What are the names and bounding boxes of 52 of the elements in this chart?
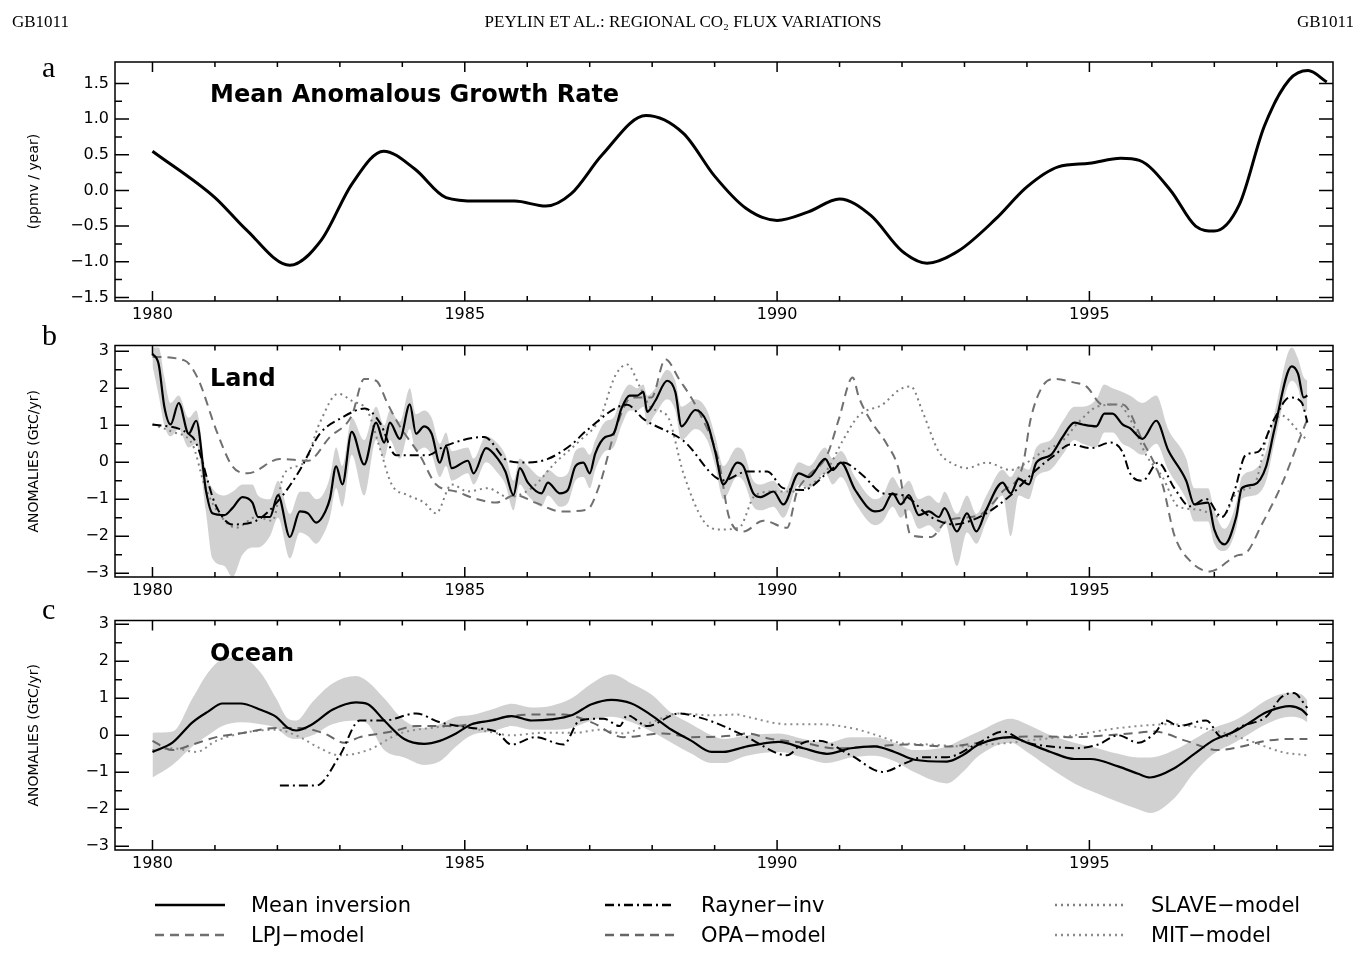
y-tick-label: −3 (85, 562, 109, 582)
y-tick-label: 1 (98, 687, 109, 707)
x-tick-label: 1990 (756, 852, 798, 872)
y-tick-label: −1 (85, 488, 109, 508)
legend-label: SLAVE−model (1151, 893, 1301, 917)
x-tick-label: 1980 (132, 579, 173, 599)
y-tick-label: 1 (98, 414, 109, 434)
text: c (42, 592, 56, 626)
y-tick-label: −0.5 (70, 215, 109, 235)
y-axis-title: ANOMALIES (GtC/yr) (25, 663, 42, 807)
x-tick-label: 1985 (444, 303, 486, 323)
y-tick-label: −1 (85, 761, 109, 781)
y-tick-label: 0.5 (83, 143, 109, 163)
x-tick-label: 1980 (132, 303, 173, 323)
y-tick-label: −1.0 (70, 250, 109, 270)
x-tick-label: 1990 (756, 579, 798, 599)
legend-label: MIT−model (1151, 923, 1272, 947)
text: GB1011 (1297, 12, 1354, 32)
text: b (42, 318, 57, 352)
text: GB1011 (12, 12, 69, 32)
y-tick-label: 3 (98, 340, 109, 360)
x-tick-label: 1995 (1069, 852, 1110, 872)
text: Ocean (210, 638, 295, 667)
y-tick-label: 0 (98, 724, 109, 744)
y-tick-label: −2 (85, 798, 109, 818)
y-tick-label: 1.5 (83, 72, 109, 92)
y-tick-label: 2 (98, 650, 109, 670)
text: Land (210, 363, 276, 392)
x-tick-label: 1990 (756, 303, 798, 323)
y-tick-label: 3 (98, 613, 109, 633)
line-series (150, 69, 1329, 267)
x-tick-label: 1995 (1069, 303, 1110, 323)
legend-label: LPJ−model (251, 923, 365, 947)
y-axis-title: (ppmv / year) (25, 133, 42, 230)
x-tick-label: 1995 (1069, 579, 1110, 599)
legend-label: Mean inversion (251, 893, 411, 917)
x-tick-label: 1985 (444, 852, 486, 872)
y-tick-label: 1.0 (83, 108, 109, 128)
text: a (42, 50, 56, 84)
x-tick-label: 1985 (444, 579, 486, 599)
legend-label: Rayner−inv (701, 893, 825, 917)
text: PEYLIN ET AL.: REGIONAL CO₂ FLUX VARIATIONS (484, 12, 882, 32)
y-tick-label: −2 (85, 525, 109, 545)
y-tick-label: 2 (98, 377, 109, 397)
x-tick-label: 1980 (132, 852, 173, 872)
legend-label: OPA−model (701, 923, 827, 947)
y-tick-label: 0 (98, 451, 109, 471)
text: Mean Anomalous Growth Rate (210, 80, 620, 108)
y-tick-label: −3 (85, 835, 109, 855)
y-tick-label: 0.0 (83, 179, 109, 199)
y-axis-title: ANOMALIES (GtC/yr) (25, 389, 42, 533)
y-tick-label: −1.5 (70, 286, 109, 306)
